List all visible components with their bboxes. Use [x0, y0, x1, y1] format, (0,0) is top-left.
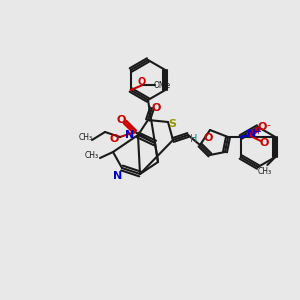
Text: S: S [168, 119, 176, 129]
Text: O: O [138, 77, 146, 87]
Text: +: + [254, 127, 261, 136]
Text: O: O [258, 122, 267, 132]
Text: CH₃: CH₃ [257, 167, 272, 176]
Text: N: N [247, 129, 256, 139]
Text: N: N [125, 130, 135, 140]
Text: O: O [151, 103, 161, 113]
Text: O: O [109, 134, 119, 144]
Text: N: N [113, 171, 123, 181]
Text: OMe: OMe [154, 80, 171, 89]
Text: CH₃: CH₃ [79, 134, 93, 142]
Text: H: H [190, 134, 198, 144]
Text: CH₃: CH₃ [85, 152, 99, 160]
Text: O: O [116, 115, 126, 125]
Text: O: O [203, 133, 213, 143]
Text: -: - [267, 120, 271, 130]
Text: O: O [260, 138, 269, 148]
